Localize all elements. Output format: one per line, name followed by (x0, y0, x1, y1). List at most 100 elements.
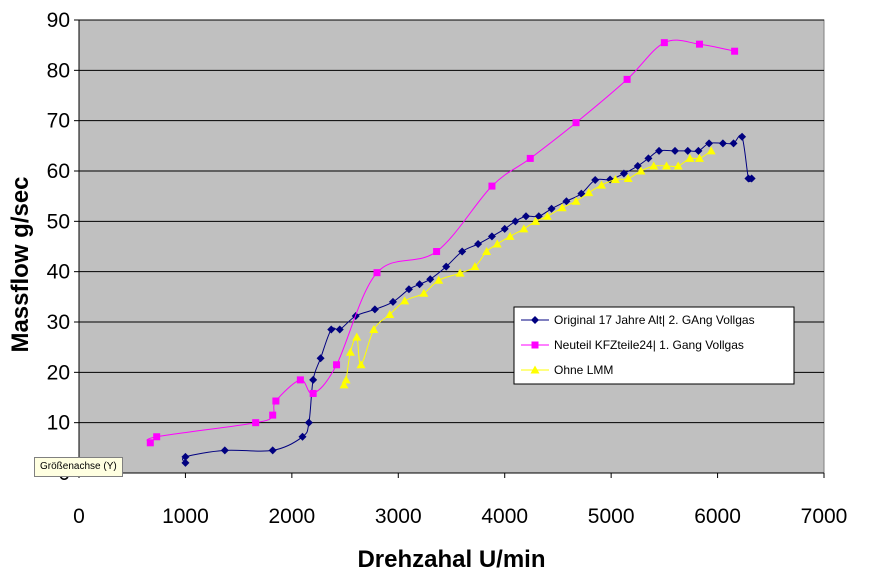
y-tick-label: 60 (47, 160, 70, 183)
series-1-point (268, 446, 277, 455)
legend-swatch-marker (531, 341, 539, 349)
legend[interactable]: Original 17 Jahre Alt| 2. GAng Vollgas Ne… (513, 306, 795, 385)
plot-area (78, 19, 825, 474)
series-1-point (404, 285, 413, 294)
series-3-point (673, 161, 683, 170)
series-1-point (671, 146, 679, 155)
series-1-point (562, 197, 571, 206)
series-1-point (327, 325, 336, 334)
series-3-point (434, 275, 444, 284)
series-2-point (572, 119, 580, 127)
y-axis-ticks: 0102030405060708090 (47, 9, 79, 485)
series-3-point (482, 247, 492, 256)
series-1-point (309, 375, 318, 384)
series-3-point (571, 196, 581, 205)
series-1-point (655, 146, 664, 155)
series-1-point (577, 189, 586, 198)
grid-lines (79, 19, 824, 424)
series-3-point (455, 268, 465, 277)
series-1-point (487, 232, 496, 241)
series-3-point (369, 325, 379, 334)
x-tick-label: 2000 (268, 505, 315, 528)
series-3-point (352, 332, 362, 341)
series-2-point (695, 40, 703, 48)
legend-swatch-marker (531, 316, 539, 324)
series-3-point (341, 375, 351, 384)
series-2-point (309, 389, 317, 397)
x-tick-label: 4000 (481, 505, 528, 528)
series-2-point (269, 411, 277, 419)
series-1-point (500, 224, 509, 233)
series-1-point (511, 217, 520, 226)
series-3-point (685, 153, 695, 162)
series-2-point (373, 269, 381, 277)
series-1-point (619, 169, 628, 178)
series-1-point (181, 458, 190, 467)
series-1-point (522, 212, 530, 221)
series-3-point (400, 296, 410, 305)
series-1-point (694, 146, 703, 155)
x-tick-label: 1000 (162, 505, 209, 528)
series-1-point (718, 139, 727, 148)
series-1-point (738, 132, 747, 141)
series-2-point (296, 376, 304, 384)
series-2-point (333, 361, 341, 369)
series-1-point (633, 161, 642, 170)
series-3-point (505, 231, 515, 240)
series-3-point (470, 262, 480, 271)
x-tick-label: 6000 (694, 505, 741, 528)
legend-swatch-marker (530, 365, 540, 374)
legend-item-3[interactable]: Ohne LMM (521, 363, 613, 377)
series-2-point (146, 439, 154, 447)
series-1-point (747, 174, 756, 183)
series-3-point (597, 180, 607, 189)
series-1 (181, 132, 756, 467)
series-3-point (649, 161, 659, 170)
legend-label: Neuteil KFZteile24| 1. Gang Vollgas (554, 338, 744, 352)
series-3-point (542, 211, 552, 220)
series-2-point (272, 397, 280, 405)
legend-box (513, 306, 795, 385)
x-axis-ticks: 0 1000 2000 3000 4000 5000 6000 7000 (73, 473, 847, 528)
series-1-point (458, 247, 467, 256)
x-tick-label: 0 (73, 505, 85, 528)
series-1-point (316, 354, 325, 363)
series-1-point (442, 262, 451, 271)
y-tick-label: 80 (47, 59, 70, 82)
legend-item-2[interactable]: Neuteil KFZteile24| 1. Gang Vollgas (521, 338, 744, 352)
series-1-point (591, 176, 600, 185)
series-3-point (531, 216, 541, 225)
series-1-point (683, 146, 692, 155)
series-1-point (415, 280, 424, 289)
series-1-point (644, 154, 653, 163)
series-3-point (636, 166, 646, 175)
series-1-point (426, 275, 435, 284)
y-axis-title: Massflow g/sec (7, 176, 34, 352)
y-tick-label: 70 (47, 110, 70, 133)
x-tick-label: 3000 (375, 505, 422, 528)
series-1-point (304, 418, 313, 427)
series-1-point (534, 212, 543, 221)
series-2-point (433, 248, 441, 256)
series-1-point (298, 432, 307, 441)
series-1-point (335, 325, 344, 334)
legend-label: Original 17 Jahre Alt| 2. GAng Vollgas (554, 313, 755, 327)
series-2-point (488, 182, 496, 190)
series-1-point (547, 204, 556, 213)
series-2-point (623, 75, 631, 83)
series-1-point (474, 239, 483, 248)
series-3-point (385, 309, 395, 318)
y-tick-label: 20 (47, 361, 70, 384)
x-tick-label: 7000 (801, 505, 848, 528)
series-1-point (729, 139, 738, 148)
legend-item-1[interactable]: Original 17 Jahre Alt| 2. GAng Vollgas (521, 313, 755, 327)
series-3-point (519, 224, 529, 233)
series-3-point (356, 360, 366, 369)
x-axis-title: Drehzahal U/min (357, 546, 545, 573)
series-3 (339, 146, 716, 389)
y-tick-label: 90 (47, 9, 70, 32)
x-tick-label: 5000 (588, 505, 635, 528)
axes (78, 20, 824, 474)
axis-tooltip: Größenachse (Y) (34, 457, 123, 477)
series-3-point (694, 153, 704, 162)
